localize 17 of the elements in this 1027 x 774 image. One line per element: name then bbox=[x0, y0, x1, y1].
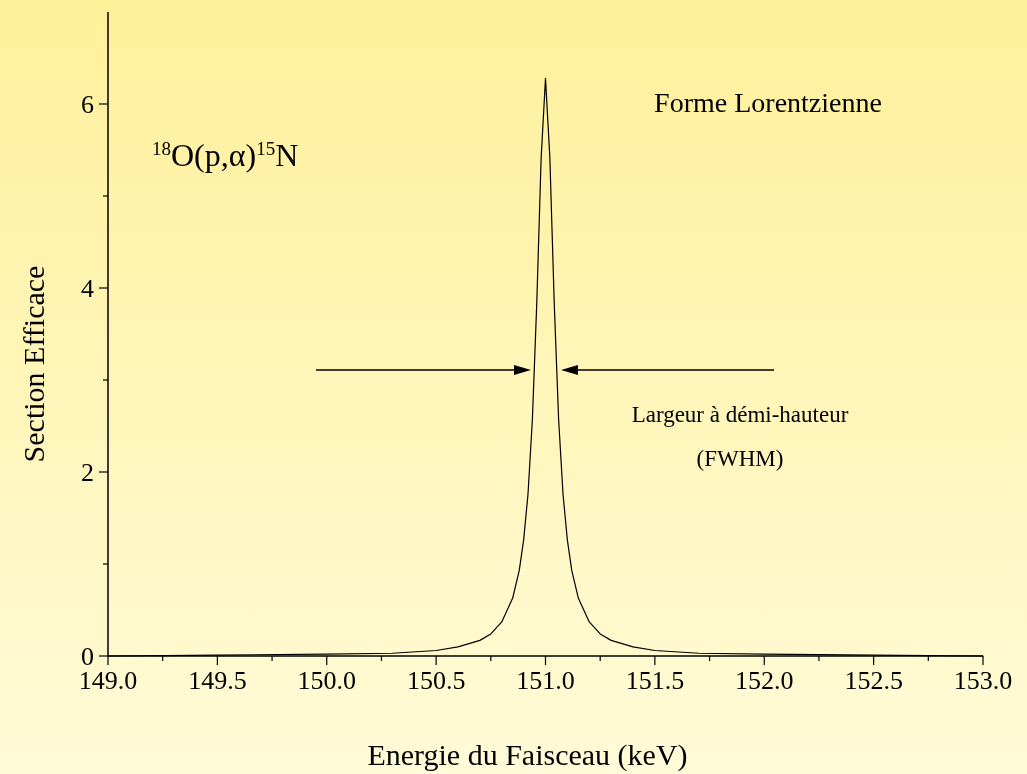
y-tick-label: 6 bbox=[81, 90, 94, 119]
annotation: Largeur à démi-hauteur bbox=[631, 402, 849, 427]
x-tick-label: 152.5 bbox=[844, 666, 903, 695]
annotation: (FWHM) bbox=[696, 446, 784, 471]
x-axis-title: Energie du Faisceau (keV) bbox=[367, 738, 688, 772]
x-tick-label: 153.0 bbox=[953, 666, 1013, 695]
x-tick-label: 150.5 bbox=[406, 666, 466, 695]
annotation: Forme Lorentzienne bbox=[654, 87, 882, 118]
x-tick-label: 149.5 bbox=[188, 666, 247, 695]
annotation: $^{18}$O(p,α)$^{15}$N bbox=[152, 137, 299, 173]
x-tick-label: 152.0 bbox=[735, 666, 794, 695]
x-tick-label: 151.5 bbox=[625, 666, 685, 695]
y-tick-label: 4 bbox=[81, 274, 94, 303]
x-tick-label: 151.0 bbox=[516, 666, 575, 695]
y-tick-label: 2 bbox=[81, 458, 94, 487]
y-axis-title: Section Efficace bbox=[17, 265, 50, 463]
x-tick-label: 150.0 bbox=[297, 666, 356, 695]
